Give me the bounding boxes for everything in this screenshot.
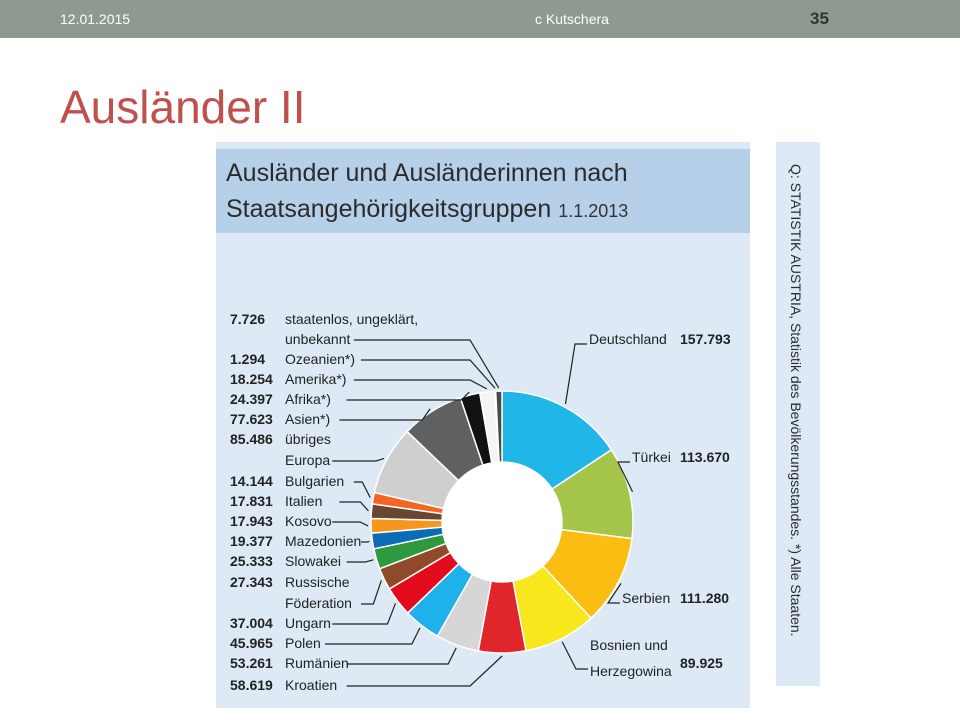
leader-deutschland: [564, 343, 587, 405]
value-deutschland: 157.793: [680, 331, 731, 347]
value-turkei: 113.670: [680, 449, 730, 465]
slide-page-number: 35: [810, 9, 829, 28]
leader-ozeanien: [361, 359, 496, 389]
leader-rumanien: [346, 647, 457, 665]
leader-turkei: [617, 461, 634, 492]
label-polen: Polen: [285, 635, 321, 651]
value-bosnien-und: 89.925: [680, 655, 723, 671]
value-slowakei: 25.333: [230, 553, 273, 569]
label-mazedonien: Mazedonien: [285, 533, 361, 549]
value-kroatien: 58.619: [230, 677, 273, 693]
label-russische-line2: Föderation: [285, 595, 352, 611]
leader-bulgarien: [353, 481, 371, 498]
leader-russische: [361, 580, 382, 605]
chart-title-line2: Staatsangehörigkeitsgruppen 1.1.2013: [226, 195, 628, 224]
label-bosnien-und-line2: Herzegowina: [590, 663, 672, 679]
leader-serbien: [606, 583, 622, 604]
leader-kosovo: [332, 521, 369, 527]
chart-title-box: Ausländer und Ausländerinnen nach Staats…: [216, 149, 750, 233]
value-staatenlos-ungeklart: 7.726: [230, 311, 265, 327]
slide-title: Ausländer II: [60, 81, 306, 133]
value-afrika: 24.397: [230, 391, 273, 407]
value-ungarn: 37.004: [230, 615, 273, 631]
label-kosovo: Kosovo: [285, 513, 332, 529]
value-ozeanien: 1.294: [230, 351, 265, 367]
label-afrika: Afrika*): [285, 391, 331, 407]
value-ubriges: 85.486: [230, 431, 273, 447]
label-staatenlos-ungeklart: staatenlos, ungeklärt,: [285, 311, 418, 327]
label-kroatien: Kroatien: [285, 677, 337, 693]
value-serbien: 111.280: [680, 590, 729, 606]
value-bulgarien: 14.144: [230, 473, 273, 489]
leader-italien: [339, 501, 369, 512]
label-ubriges: übriges: [285, 431, 331, 447]
leader-staatenlos-ungeklart: [353, 339, 500, 389]
label-deutschland: Deutschland: [589, 331, 667, 347]
value-amerika: 18.254: [230, 371, 273, 387]
chart-date: 1.1.2013: [558, 201, 629, 221]
label-staatenlos-ungeklart-line2: unbekannt: [285, 331, 351, 347]
value-italien: 17.831: [230, 493, 273, 509]
label-rumanien: Rumänien: [285, 655, 349, 671]
label-ozeanien: Ozeanien*): [285, 351, 355, 367]
leader-asien: [339, 408, 431, 421]
source-note: Q: STATISTIK AUSTRIA, Statistik des Bevö…: [788, 164, 804, 637]
leader-ungarn: [332, 603, 397, 625]
leader-amerika: [353, 379, 488, 390]
source-note-box: Q: STATISTIK AUSTRIA, Statistik des Bevö…: [776, 142, 820, 686]
leader-bosnien-und: [561, 641, 588, 670]
leader-slowakei: [346, 559, 374, 563]
value-kosovo: 17.943: [230, 513, 273, 529]
leader-afrika: [346, 391, 470, 401]
label-slowakei: Slowakei: [285, 553, 341, 569]
chart-title-line1: Ausländer und Ausländerinnen nach: [226, 159, 628, 187]
label-bulgarien: Bulgarien: [285, 473, 344, 489]
value-rumanien: 53.261: [230, 655, 273, 671]
label-serbien: Serbien: [622, 590, 670, 606]
chart-title-line2-text: Staatsangehörigkeitsgruppen: [226, 195, 552, 223]
label-bosnien-und: Bosnien und: [590, 637, 668, 653]
donut-hole: [442, 462, 562, 582]
label-asien: Asien*): [285, 411, 330, 427]
value-polen: 45.965: [230, 635, 273, 651]
label-amerika: Amerika*): [285, 371, 346, 387]
label-ubriges-line2: Europa: [285, 452, 330, 468]
value-asien: 77.623: [230, 411, 273, 427]
leader-mazedonien: [361, 540, 370, 543]
leader-kroatien: [346, 655, 503, 687]
label-ungarn: Ungarn: [285, 615, 331, 631]
value-russische: 27.343: [230, 574, 273, 590]
label-russische: Russische: [285, 574, 350, 590]
slide-header-bar: 12.01.2015 c Kutschera 35: [0, 0, 960, 38]
label-turkei: Türkei: [632, 449, 671, 465]
value-mazedonien: 19.377: [230, 533, 273, 549]
slide-author: c Kutschera: [535, 11, 609, 27]
leader-ubriges: [332, 457, 385, 462]
leader-polen: [325, 627, 421, 645]
slide-date: 12.01.2015: [60, 11, 131, 27]
label-italien: Italien: [285, 493, 322, 509]
